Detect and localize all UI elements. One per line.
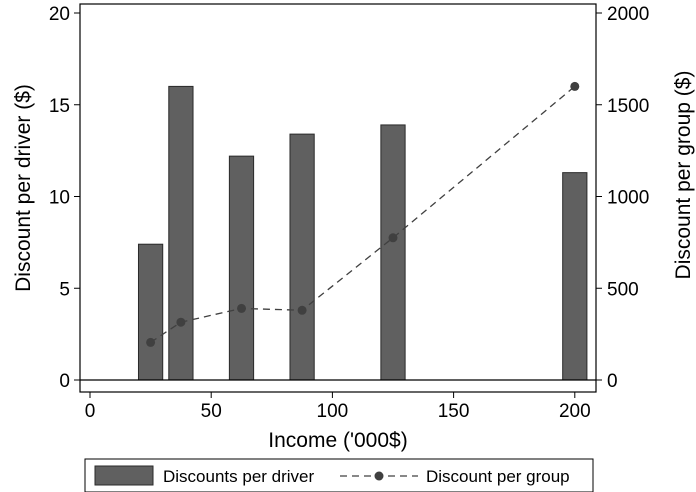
legend-box bbox=[84, 458, 594, 492]
x-tick-label: 50 bbox=[201, 401, 222, 422]
x-axis-label: Income ('000$) bbox=[268, 429, 407, 452]
bar bbox=[228, 155, 255, 381]
y-right-tick-label: 0 bbox=[607, 371, 618, 392]
bar bbox=[380, 124, 406, 381]
bar bbox=[289, 133, 315, 381]
y-left-tick-label: 20 bbox=[49, 4, 70, 25]
line-series-group bbox=[146, 81, 580, 347]
legend-bar-swatch bbox=[94, 465, 154, 486]
legend-label-bars: Discounts per driver bbox=[163, 467, 315, 486]
group-discount-point bbox=[146, 337, 156, 347]
bars-group bbox=[80, 85, 596, 381]
legend-label-line: Discount per group bbox=[426, 467, 570, 486]
y-right-tick-label: 500 bbox=[607, 279, 639, 300]
y-axis-right-label: Discount per group ($) bbox=[672, 71, 695, 280]
bar bbox=[168, 85, 194, 381]
x-tick-label: 150 bbox=[438, 401, 470, 422]
y-left-tick-label: 15 bbox=[49, 96, 70, 117]
y-left-tick-label: 10 bbox=[49, 188, 70, 209]
bar bbox=[562, 172, 588, 381]
legend-point-swatch bbox=[374, 471, 384, 481]
y-left-tick-label: 5 bbox=[59, 279, 70, 300]
group-discount-point bbox=[237, 303, 246, 313]
y-right-tick-label: 2000 bbox=[607, 4, 649, 25]
x-tick-label: 100 bbox=[317, 401, 349, 422]
group-discount-point bbox=[570, 81, 580, 91]
group-discount-point bbox=[297, 305, 307, 315]
y-right-tick-label: 1000 bbox=[607, 188, 649, 209]
x-tick-label: 200 bbox=[559, 401, 591, 422]
plot-frame bbox=[79, 3, 597, 393]
group-discount-line bbox=[150, 85, 576, 343]
group-discount-point bbox=[388, 233, 398, 243]
y-axis-left-label: Discount per driver ($) bbox=[12, 84, 35, 292]
bar bbox=[137, 243, 164, 381]
legend: Discounts per driver Discount per group bbox=[84, 458, 594, 492]
x-tick-label: 0 bbox=[85, 401, 96, 422]
y-left-tick-label: 0 bbox=[59, 371, 70, 392]
group-discount-point bbox=[176, 317, 186, 327]
y-right-tick-label: 1500 bbox=[607, 96, 649, 117]
